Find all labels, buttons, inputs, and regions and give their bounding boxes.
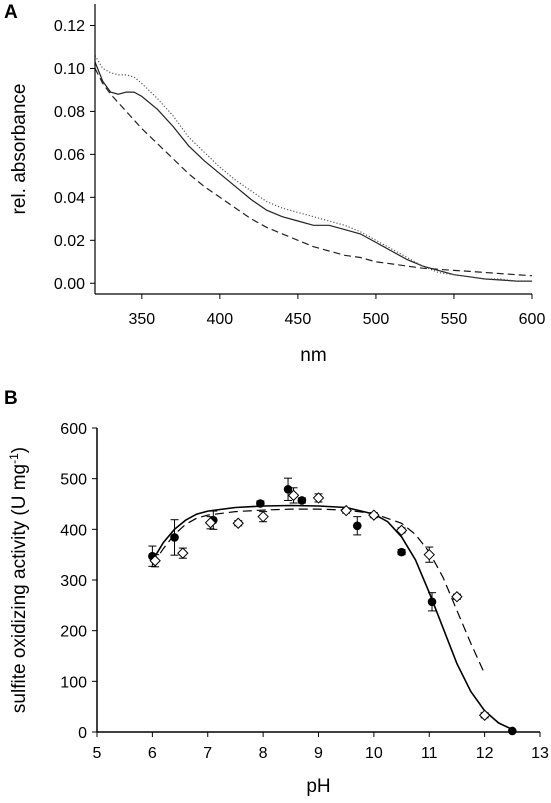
- panel-a-x-tick-label: 350: [128, 311, 155, 328]
- panel-a-y-tick-label: 0.10: [54, 61, 85, 78]
- data-point-filled-circle: [508, 726, 517, 736]
- panel-b-y-tick-label: 400: [60, 522, 87, 539]
- data-point-filled-circle: [256, 499, 265, 508]
- data-point-open-diamond: [423, 548, 435, 561]
- data-point-filled-circle: [427, 597, 437, 607]
- data-point-open-diamond: [257, 510, 269, 523]
- data-point-open-diamond: [232, 517, 244, 529]
- panel-b-y-label-close: ): [9, 447, 30, 453]
- panel-b-x-tick-label: 11: [421, 745, 438, 762]
- data-point-open-diamond: [395, 524, 408, 537]
- panel-a-y-tick-label: 0.08: [54, 104, 85, 121]
- data-point-open-diamond: [287, 489, 300, 502]
- panel-b-x-tick-label: 5: [93, 745, 102, 762]
- panel-a-x-tick-label: 500: [363, 311, 390, 328]
- data-point-filled-circle: [170, 533, 179, 542]
- data-point-open-diamond: [478, 709, 491, 721]
- panel-a-x-tick-label: 600: [519, 311, 546, 328]
- panel-b-y-label-text: sulfite oxidizing activity (U mg: [9, 464, 30, 713]
- panel-b-y-label-superscript: -1: [7, 453, 21, 464]
- panel-b-x-tick-label: 12: [476, 745, 494, 762]
- panel-b-x-tick-label: 9: [314, 745, 323, 762]
- panel-b-y-tick-label: 500: [60, 472, 87, 489]
- panel-b-label: B: [4, 388, 18, 409]
- data-point-filled-circle: [283, 485, 293, 494]
- panel-b-x-tick-label: 13: [531, 745, 549, 762]
- panel-b-y-tick-label: 600: [60, 421, 87, 438]
- data-point-filled-circle: [297, 496, 307, 505]
- panel-b-y-tick-label: 100: [60, 674, 87, 691]
- panel-a-series-solid: [94, 61, 532, 282]
- data-point-open-diamond: [149, 555, 161, 567]
- panel-b-x-tick-label: 10: [365, 745, 383, 762]
- panel-b-y-label: sulfite oxidizing activity (U mg-1): [7, 447, 30, 713]
- panel-a-y-label: rel. absorbance: [9, 84, 30, 215]
- panel-b-y-tick-label: 300: [60, 573, 87, 590]
- data-point-open-diamond: [368, 509, 380, 521]
- data-point-open-diamond: [204, 517, 217, 529]
- panel-a-y-tick-label: 0.12: [54, 18, 85, 35]
- data-point-open-diamond: [177, 547, 189, 559]
- panel-b-dashed-fit-line: [151, 508, 486, 674]
- panel-a-x-label: nm: [300, 345, 326, 366]
- panel-b-x-tick-label: 8: [259, 745, 268, 762]
- panel-a-label: A: [4, 2, 18, 23]
- panel-b-x-tick-label: 6: [148, 745, 157, 762]
- panel-a-x-tick-label: 550: [441, 311, 468, 328]
- data-point-filled-circle: [352, 521, 362, 531]
- data-point-open-diamond: [340, 504, 352, 517]
- data-point-filled-circle: [397, 547, 406, 557]
- data-point-open-diamond: [312, 492, 325, 504]
- panel-a-x-tick-label: 400: [207, 311, 234, 328]
- panel-a-x-tick-label: 450: [285, 311, 312, 328]
- panel-a-y-tick-label: 0.00: [54, 276, 85, 293]
- data-point-open-diamond: [451, 591, 463, 603]
- panel-a-y-tick-label: 0.04: [54, 190, 85, 207]
- panel-a-y-tick-label: 0.06: [54, 147, 85, 164]
- panel-a-y-tick-label: 0.02: [54, 233, 85, 250]
- panel-a-series-dashed: [94, 68, 533, 277]
- panel-b-x-label: pH: [306, 776, 330, 797]
- panel-b-y-tick-label: 200: [60, 624, 87, 641]
- panel-b-plot: 0 100 200 300 400 500 600 5 6 7 8 9 10 11 12 13 pH sulf…: [7, 421, 549, 797]
- panel-b-y-tick-label: 0: [78, 725, 87, 742]
- panel-b-solid-fit-line: [151, 504, 513, 731]
- panel-b-x-tick-label: 7: [203, 745, 212, 762]
- panel-a-plot: 0.00 0.02 0.04 0.06 0.08 0.10 0.12 350 400 450 500…: [9, 4, 545, 366]
